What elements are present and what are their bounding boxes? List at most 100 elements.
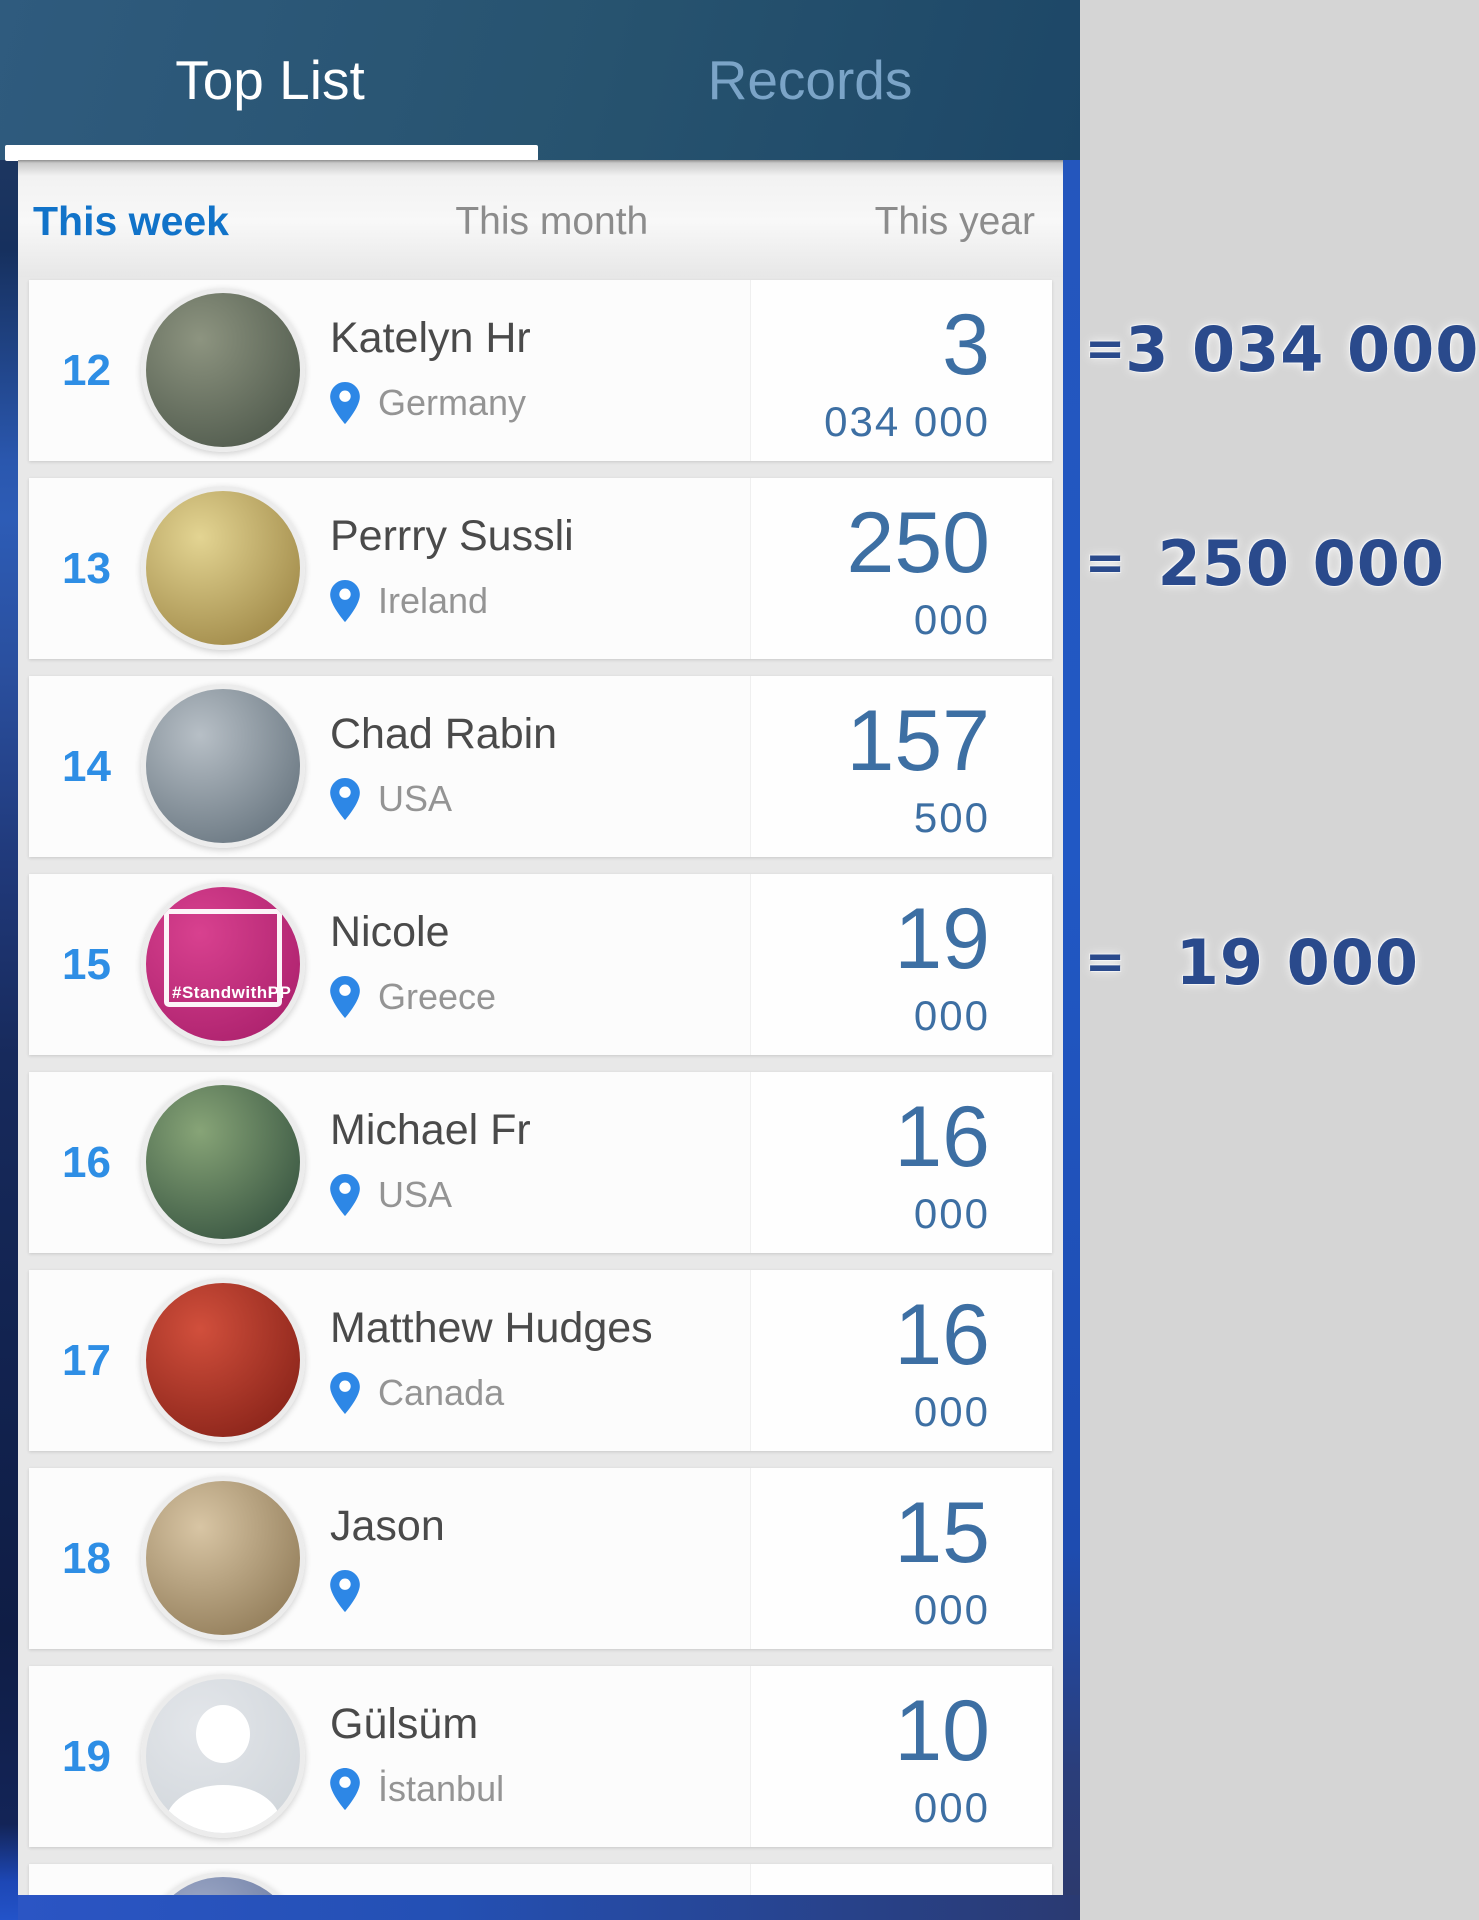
user-name: Chad Rabin [330,710,558,758]
tab-records[interactable]: Records [540,0,1080,160]
location-row: İstanbul [330,1761,742,1817]
user-name: Nicole [330,908,450,956]
avatar-badge-frame [164,909,282,1007]
score-primary: 3 [942,297,990,393]
score-secondary: 500 [913,794,990,841]
score-cell: 10 000 [750,1666,1052,1847]
score-primary: 250 [846,495,991,591]
location-pin-icon [330,1372,360,1414]
user-name: Gülsüm [330,1700,479,1748]
rank-label: 15 [62,939,111,989]
rank-label: 13 [62,543,111,593]
annotation-score-15: = 19 000 [1085,925,1445,999]
avatar [141,1674,305,1838]
rank-label: 14 [62,741,111,791]
location-row: Canada [330,1365,742,1421]
location-pin-icon [330,382,360,424]
score-secondary: 034 000 [824,398,990,445]
user-info: Nicole Greece [330,874,742,1025]
annotation-value: 19 000 [1175,925,1419,999]
avatar [141,288,305,452]
tab-top-list-label: Top List [175,49,365,111]
location-pin-icon [330,1174,360,1216]
avatar-badge: #StandwithPP [172,983,292,1002]
location-label: USA [378,1174,453,1215]
location-row: USA [330,1167,742,1223]
list-item[interactable]: 16 Michael Fr USA [29,1072,1052,1253]
person-icon-body [166,1785,280,1833]
user-info: Katelyn Hr Germany [330,280,742,431]
score-secondary: 000 [913,1586,990,1633]
score-secondary: 000 [913,992,990,1039]
user-info: Perrry Sussli Ireland [330,478,742,629]
user-info: Gülsüm İstanbul [330,1666,742,1817]
avatar [141,684,305,848]
rank-label: 12 [62,345,111,395]
top-tab-bar: Top List Records [0,0,1080,160]
location-row: USA [330,771,742,827]
user-name: Perrry Sussli [330,512,574,560]
avatar [141,1476,305,1640]
list-item[interactable]: 15 #StandwithPP Nicole Greece [29,874,1052,1055]
tab-top-list[interactable]: Top List [0,0,540,160]
score-primary: 19 [894,891,990,987]
avatar: #StandwithPP [141,882,305,1046]
subtab-this-year[interactable]: This year [874,199,1035,243]
annotation-value: 250 000 [1157,526,1445,600]
location-label: Ireland [378,580,489,621]
score-secondary: 000 [913,1784,990,1831]
list-item[interactable]: 18 Jason [29,1468,1052,1649]
equals-sign: = [1085,535,1126,591]
annotation-score-12: = 3 034 000 [1085,313,1478,386]
score-cell: 250 000 [750,478,1052,659]
score-primary: 15 [894,1485,990,1581]
equals-sign: = [1085,321,1126,377]
location-row [330,1563,742,1619]
user-name: Michael Fr [330,1106,531,1154]
subtab-this-week[interactable]: This week [33,198,229,244]
annotation-score-13: = 250 000 [1085,526,1445,600]
location-pin-icon [330,778,360,820]
equals-sign: = [1085,934,1126,990]
location-label: Germany [378,382,527,423]
user-info: Michael Fr USA [330,1072,742,1223]
score-primary: 157 [846,693,991,789]
background-right-strip [1063,160,1080,1895]
background-bottom-band [18,1895,1080,1920]
user-info: Matthew Hudges Canada [330,1270,742,1421]
rank-label: 17 [62,1335,111,1385]
location-label: USA [378,778,453,819]
period-filter-bar: This week This month This year [18,160,1063,277]
subtab-this-month[interactable]: This month [455,199,649,243]
annotation-value: 3 034 000 [1125,312,1479,386]
score-cell: 16 000 [750,1072,1052,1253]
list-item[interactable]: 13 Perrry Sussli Ireland [29,478,1052,659]
location-label: Canada [378,1372,505,1413]
list-item[interactable]: 14 Chad Rabin USA [29,676,1052,857]
active-tab-indicator [5,145,538,161]
avatar [141,1080,305,1244]
avatar [141,1278,305,1442]
score-cell: 15 000 [750,1468,1052,1649]
user-name: Matthew Hudges [330,1304,653,1352]
tab-records-label: Records [707,49,913,111]
person-icon [196,1705,250,1763]
location-label: İstanbul [378,1768,505,1809]
leaderboard-list[interactable]: 12 Katelyn Hr Germany [18,277,1063,1920]
list-item[interactable]: 19 Gülsüm İstanbul [29,1666,1052,1847]
score-cell: 157 500 [750,676,1052,857]
score-cell: 19 000 [750,874,1052,1055]
score-primary: 10 [894,1683,990,1779]
user-name: Katelyn Hr [330,314,531,362]
user-name: Jason [330,1502,445,1550]
list-item[interactable]: 12 Katelyn Hr Germany [29,280,1052,461]
location-row: Greece [330,969,742,1025]
rank-label: 16 [62,1137,111,1187]
avatar [141,486,305,650]
location-row: Ireland [330,573,742,629]
user-info: Jason [330,1468,742,1619]
list-item[interactable]: 17 Matthew Hudges Canada [29,1270,1052,1451]
location-pin-icon [330,1570,360,1612]
score-primary: 16 [894,1287,990,1383]
user-info: Chad Rabin USA [330,676,742,827]
